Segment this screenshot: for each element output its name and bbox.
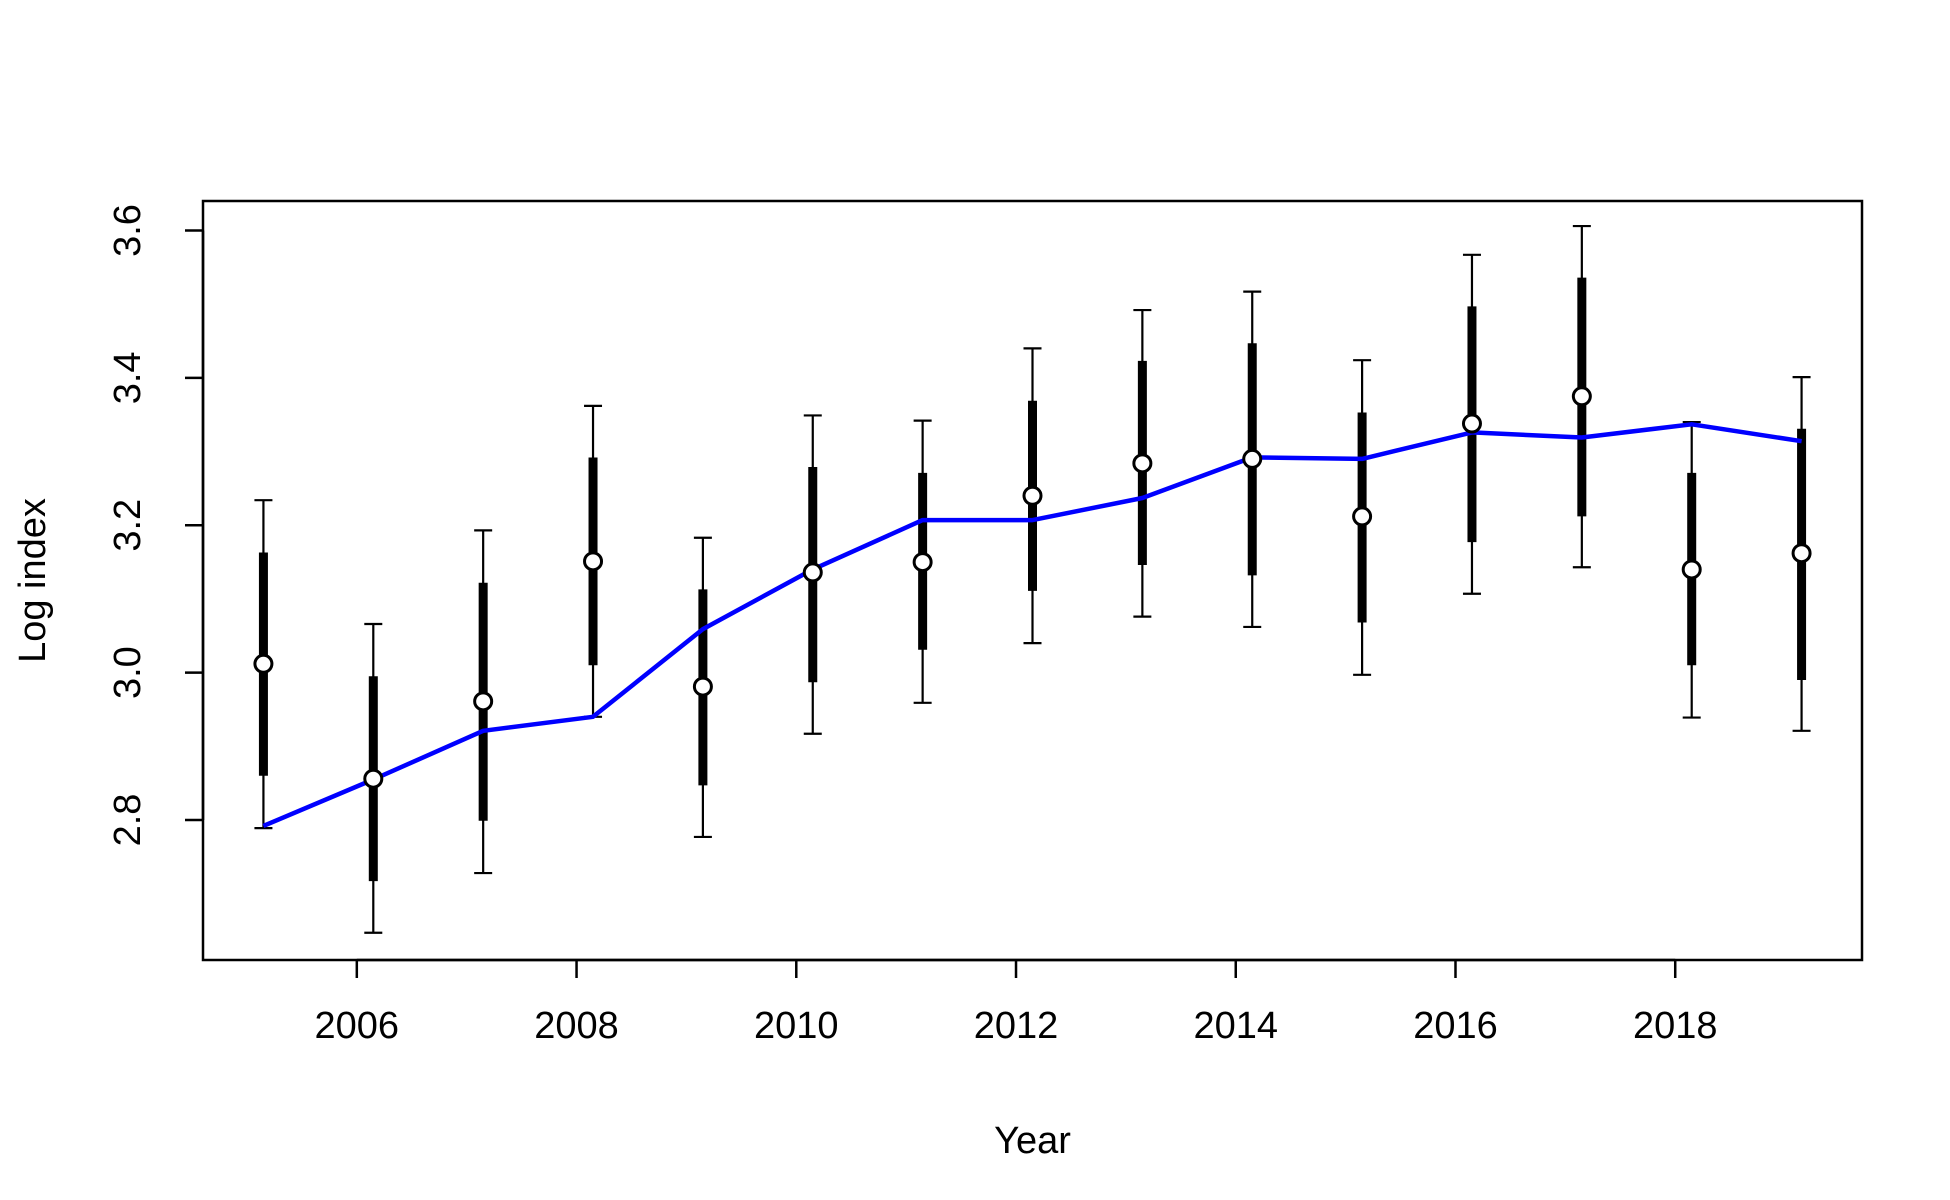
x-tick-label: 2016 [1413,1005,1498,1047]
observed-point [363,768,384,789]
observed-point [1022,485,1043,506]
y-tick-label: 3.6 [107,204,149,257]
observed-point [1681,559,1702,580]
x-tick-label: 2012 [974,1005,1059,1047]
observed-point [583,551,604,572]
observed-point [1132,453,1153,474]
x-axis: 2006 2008 2010 2012 2014 2016 2018 [315,958,1718,1047]
observed-point [912,552,933,573]
x-tick-label: 2018 [1633,1005,1718,1047]
y-axis: 2.8 3.0 3.2 3.4 3.6 [107,204,205,847]
x-tick-label: 2008 [534,1005,619,1047]
observed-point [1242,448,1263,469]
observed-points-layer [253,386,1812,789]
observed-point [1571,386,1592,407]
y-tick-label: 3.4 [107,351,149,404]
y-axis-title: Log index [12,498,54,663]
y-tick-label: 3.2 [107,499,149,552]
observed-point [802,562,823,583]
observed-point [1461,413,1482,434]
observed-point [1791,543,1812,564]
y-tick-label: 2.8 [107,794,149,847]
observed-point [1352,506,1373,527]
fitted-line-layer [262,422,1802,828]
x-tick-label: 2014 [1193,1005,1278,1047]
fitted-line [262,422,1802,828]
observed-point [253,653,274,674]
y-tick-label: 3.0 [107,646,149,699]
x-tick-label: 2010 [754,1005,839,1047]
observed-point [692,676,713,697]
observed-point [473,691,494,712]
x-axis-title: Year [994,1120,1071,1162]
interval-layer [254,224,1811,934]
x-tick-label: 2006 [315,1005,400,1047]
